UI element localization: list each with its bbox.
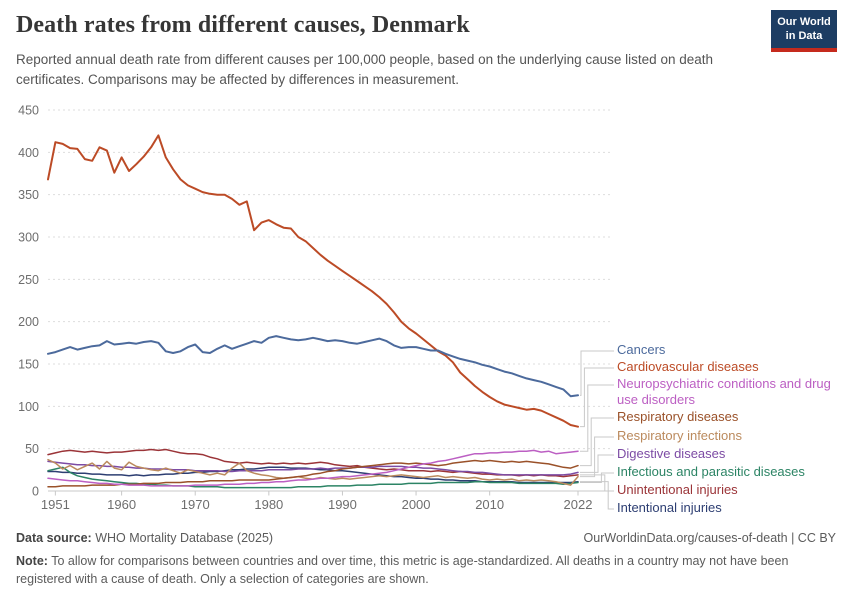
x-axis-tick-label: 1970 (181, 497, 210, 512)
footer-links-separator: | (787, 531, 798, 545)
chart-canvas[interactable]: 0 50 100 150 200 250 300 350 400 450 1951 1960 1970 1… (0, 88, 850, 533)
chart-note-text: To allow for comparisons between countri… (16, 554, 789, 587)
y-axis-tick-label: 450 (18, 104, 39, 118)
chart-area: 0 50 100 150 200 250 300 350 400 450 1951 1960 1970 1… (0, 88, 850, 533)
chart-note: Note: To allow for comparisons between c… (16, 552, 836, 588)
legend-item-cancers[interactable]: Cancers (617, 342, 666, 357)
chart-subtitle: Reported annual death rate from differen… (16, 52, 713, 88)
legend-item-cardiovascular-diseases[interactable]: Cardiovascular diseases (617, 359, 759, 374)
series-line-neuropsychiatric-conditions-and-drug-use-disorders[interactable] (47, 449, 579, 487)
legend-item-respiratory-diseases[interactable]: Respiratory diseases (617, 409, 739, 424)
page-title: Death rates from different causes, Denma… (16, 12, 470, 38)
footer-links: OurWorldinData.org/causes-of-death | CC … (584, 531, 836, 545)
series-line-unintentional-injuries[interactable] (47, 448, 579, 478)
series-line-respiratory-diseases[interactable] (47, 459, 579, 488)
legend-connector-line (580, 472, 614, 484)
owid-logo-line2: in Data (785, 30, 823, 43)
legend-connector-line (580, 481, 614, 510)
x-axis-tick-label: 2022 (564, 497, 593, 512)
series-line-cancers[interactable] (47, 335, 579, 398)
y-axis-tick-label: 200 (18, 315, 39, 329)
y-axis-tick-label: 150 (18, 358, 39, 372)
data-source: Data source: WHO Mortality Database (202… (16, 531, 273, 545)
license-link[interactable]: CC BY (797, 531, 836, 545)
y-axis-tick-label: 300 (18, 231, 39, 245)
legend-connector-line (580, 474, 614, 492)
legend-connector-line (580, 350, 614, 396)
legend-item-infectious-and-parasitic-diseases[interactable]: Infectious and parasitic diseases (617, 464, 805, 479)
y-axis-tick-label: 250 (18, 273, 39, 287)
x-axis-tick-label: 2010 (475, 497, 504, 512)
legend-item-unintentional-injuries[interactable]: Unintentional injuries (617, 482, 738, 497)
y-axis-tick-label: 350 (18, 188, 39, 202)
x-axis-tick-label: 1951 (41, 497, 70, 512)
legend-item-digestive-diseases[interactable]: Digestive diseases (617, 446, 726, 461)
series-line-cardiovascular-diseases[interactable] (47, 134, 579, 428)
x-axis-tick-label: 1960 (107, 497, 136, 512)
data-source-text: WHO Mortality Database (2025) (95, 531, 274, 545)
series-line-infectious-and-parasitic-diseases[interactable] (47, 466, 579, 489)
y-axis-tick-label: 50 (25, 442, 39, 456)
x-axis-tick-label: 2000 (402, 497, 431, 512)
legend-connector-line (580, 454, 614, 473)
owid-url-link[interactable]: OurWorldinData.org/causes-of-death (583, 531, 788, 545)
legend-connector-line (580, 384, 614, 452)
y-axis-tick-label: 100 (18, 400, 39, 414)
series-line-digestive-diseases[interactable] (47, 460, 579, 476)
legend-connector-line (580, 436, 614, 478)
legend-connector-line (580, 417, 614, 467)
chart-footer: Data source: WHO Mortality Database (202… (16, 531, 836, 588)
x-axis-tick-label: 1980 (254, 497, 283, 512)
legend-item-neuropsychiatric-conditions-and-drug-use-disorders[interactable]: Neuropsychiatric conditions and drug use… (617, 376, 831, 407)
legend-item-respiratory-infections[interactable]: Respiratory infections (617, 428, 742, 443)
owid-logo-line1: Our World (777, 16, 831, 28)
legend-item-intentional-injuries[interactable]: Intentional injuries (617, 500, 722, 515)
data-source-label: Data source: (16, 531, 92, 545)
y-axis-tick-label: 400 (18, 146, 39, 160)
owid-logo[interactable]: Our World in Data (771, 10, 837, 52)
chart-note-label: Note: (16, 554, 48, 568)
y-axis-tick-label: 0 (32, 485, 39, 499)
x-axis-tick-label: 1990 (328, 497, 357, 512)
legend-connector-line (580, 367, 614, 428)
